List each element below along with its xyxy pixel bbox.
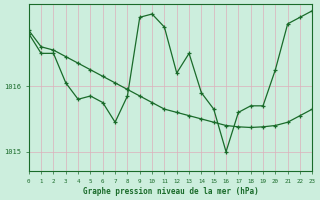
X-axis label: Graphe pression niveau de la mer (hPa): Graphe pression niveau de la mer (hPa) [83,187,259,196]
